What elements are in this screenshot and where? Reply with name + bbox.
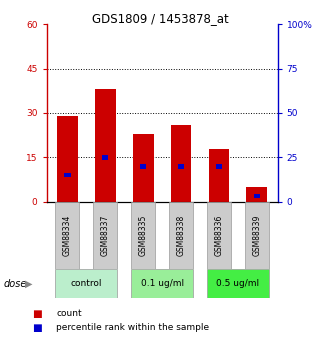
Bar — [207, 269, 269, 298]
Bar — [209, 149, 230, 202]
Bar — [93, 202, 117, 269]
Text: GSM88336: GSM88336 — [214, 215, 223, 256]
Bar — [140, 164, 146, 168]
Bar — [171, 125, 191, 202]
Text: GSM88339: GSM88339 — [252, 215, 261, 256]
Text: ■: ■ — [32, 309, 42, 319]
Text: dose: dose — [3, 279, 27, 289]
Text: GSM88337: GSM88337 — [101, 215, 110, 256]
Text: GSM88335: GSM88335 — [139, 215, 148, 256]
Text: count: count — [56, 309, 82, 318]
Bar — [131, 202, 155, 269]
Text: control: control — [71, 279, 102, 288]
Bar — [95, 89, 116, 202]
Bar — [102, 155, 108, 160]
Bar — [131, 269, 193, 298]
Text: GSM88334: GSM88334 — [63, 215, 72, 256]
Bar — [216, 164, 222, 168]
Bar — [133, 134, 153, 202]
Bar — [247, 187, 267, 202]
Text: ■: ■ — [32, 323, 42, 333]
Bar — [56, 269, 117, 298]
Text: GSM88338: GSM88338 — [177, 215, 186, 256]
Text: percentile rank within the sample: percentile rank within the sample — [56, 323, 209, 332]
Bar — [57, 116, 78, 202]
Bar — [178, 164, 184, 168]
Text: GDS1809 / 1453878_at: GDS1809 / 1453878_at — [92, 12, 229, 25]
Bar — [207, 202, 231, 269]
Text: ▶: ▶ — [25, 279, 32, 289]
Bar — [254, 194, 260, 198]
Text: 0.5 ug/ml: 0.5 ug/ml — [216, 279, 259, 288]
Bar — [64, 173, 71, 177]
Bar — [56, 202, 79, 269]
Bar — [245, 202, 269, 269]
Text: 0.1 ug/ml: 0.1 ug/ml — [141, 279, 184, 288]
Bar — [169, 202, 193, 269]
